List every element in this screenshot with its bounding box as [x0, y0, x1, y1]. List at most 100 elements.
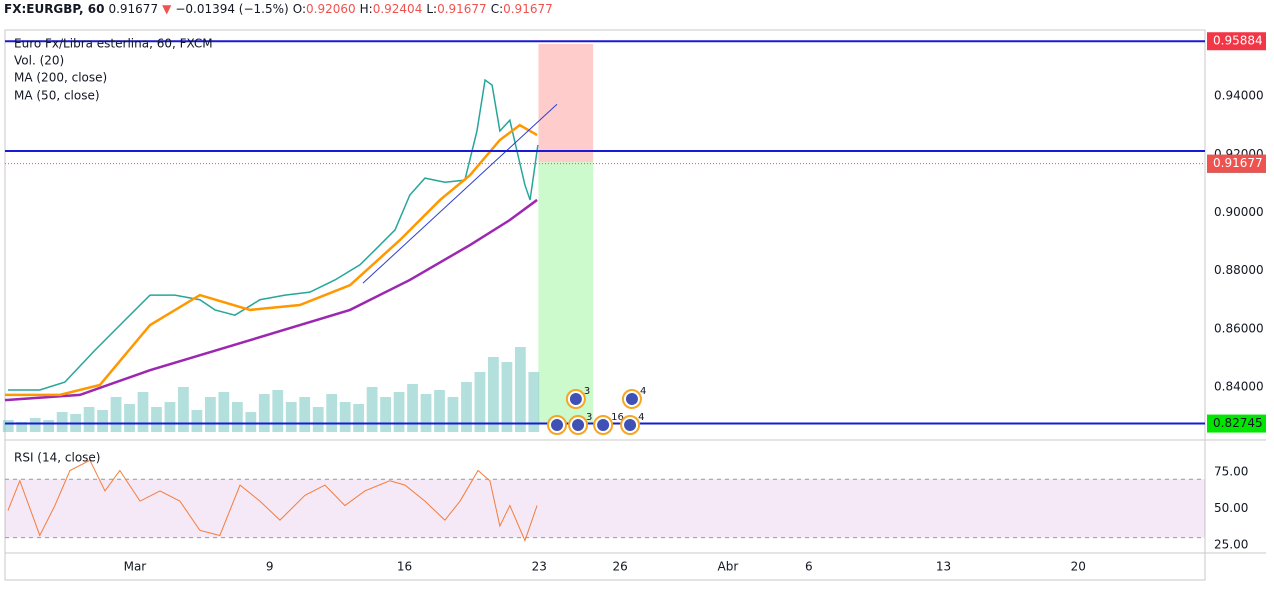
- volume-bar: [474, 372, 486, 432]
- label: O:: [292, 2, 306, 16]
- ma-line: [4, 198, 538, 402]
- volume-bar: [353, 404, 365, 432]
- volume-bar: [312, 407, 324, 432]
- volume-bar: [339, 402, 351, 432]
- volume-bar: [272, 390, 284, 432]
- volume-bar: [420, 394, 432, 432]
- x-tick-label: 23: [532, 560, 547, 574]
- volume-bar: [326, 394, 338, 432]
- volume-bar: [501, 362, 513, 432]
- open: 0.92060: [306, 2, 356, 16]
- close: 0.91677: [503, 2, 553, 16]
- price-marker-label: 0.82745: [1213, 416, 1263, 430]
- volume-bar: [258, 394, 270, 432]
- legend-label: RSI (14, close): [14, 451, 100, 465]
- label: L:: [426, 2, 438, 16]
- volume-bar: [407, 384, 418, 432]
- event-count: 3: [584, 386, 590, 397]
- x-tick-label: 26: [612, 560, 627, 574]
- price-marker-label: 0.91677: [1213, 156, 1263, 170]
- rsi-tick-label: 75.00: [1214, 464, 1248, 478]
- arrow: ▼: [162, 2, 172, 16]
- volume-bar: [299, 397, 311, 432]
- event-count: 3: [586, 412, 592, 423]
- volume-bar: [137, 392, 149, 432]
- volume-bar: [97, 410, 108, 432]
- trendline: [362, 103, 558, 284]
- volume-bar: [366, 387, 378, 432]
- volume-bar: [514, 347, 526, 432]
- volume-bar: [447, 397, 459, 432]
- legend-label: MA (50, close): [14, 89, 100, 103]
- x-tick-label: 16: [397, 560, 412, 574]
- event-icon-core: [624, 419, 637, 431]
- volume-bar: [528, 372, 540, 432]
- event-count: 4: [640, 386, 646, 397]
- rsi-line: [7, 459, 538, 542]
- y-tick-label: 0.90000: [1214, 205, 1264, 219]
- x-tick-label: 20: [1071, 560, 1086, 574]
- symbol: FX:EURGBP, 60: [4, 2, 105, 16]
- volume-bar: [124, 404, 135, 432]
- volume-bar: [434, 390, 445, 432]
- price-marker: [1207, 414, 1266, 433]
- last-price: 0.91677: [108, 2, 159, 16]
- volume-bar: [191, 410, 203, 432]
- event-count: 16: [611, 412, 624, 423]
- rsi-tick-label: 25.00: [1214, 537, 1248, 551]
- y-tick-label: 0.86000: [1214, 321, 1264, 335]
- price-line: [7, 78, 539, 391]
- volume-bar: [488, 357, 499, 432]
- low: 0.91677: [437, 2, 487, 16]
- position-stop: [538, 43, 594, 163]
- volume-bar: [461, 382, 472, 432]
- volume-bar: [56, 412, 68, 432]
- legend-label: Euro Fx/Libra esterlina, 60, FXCM: [14, 37, 213, 51]
- y-tick-label: 0.84000: [1214, 380, 1264, 394]
- volume-bar: [151, 407, 162, 432]
- rsi-band: [5, 479, 1205, 538]
- volume-bar: [218, 392, 230, 432]
- event-icon-core: [569, 393, 582, 405]
- header: FX:EURGBP, 60 0.91677 ▼ −0.01394 (−1.5%)…: [4, 2, 553, 16]
- y-tick-label: 0.94000: [1214, 89, 1264, 103]
- event-icon-core: [597, 419, 610, 431]
- change: −0.01394 (−1.5%): [175, 2, 289, 16]
- price-marker: [1207, 32, 1266, 51]
- legend-label: MA (200, close): [14, 71, 107, 85]
- x-tick-label: 9: [266, 560, 274, 574]
- x-tick-label: Mar: [124, 560, 147, 574]
- ma-line: [5, 123, 538, 397]
- event-icon-core: [572, 419, 585, 431]
- position-target: [538, 162, 594, 424]
- event-icon-core: [625, 393, 638, 405]
- x-tick-label: 6: [805, 560, 813, 574]
- volume-bar: [164, 402, 176, 432]
- event-icon-core: [551, 419, 564, 431]
- volume-bar: [380, 397, 391, 432]
- price-marker: [1207, 154, 1266, 173]
- volume-bar: [43, 420, 55, 432]
- volume-bar: [16, 422, 28, 432]
- high: 0.92404: [372, 2, 423, 16]
- x-tick-label: Abr: [718, 560, 739, 574]
- volume-bar: [83, 407, 95, 432]
- rsi-tick-label: 50.00: [1214, 501, 1248, 515]
- volume-bar: [231, 402, 243, 432]
- volume-bar: [245, 412, 257, 432]
- volume-bar: [29, 418, 41, 432]
- legend-label: Vol. (20): [14, 54, 64, 68]
- volume-bar: [2, 420, 14, 432]
- volume-bar: [205, 397, 216, 432]
- label: H:: [359, 2, 373, 16]
- volume-bar: [393, 392, 405, 432]
- volume-bar: [110, 397, 122, 432]
- x-tick-label: 13: [936, 560, 951, 574]
- event-count: 4: [638, 412, 644, 423]
- volume-bar: [285, 402, 297, 432]
- price-marker-label: 0.95884: [1213, 34, 1263, 48]
- y-tick-label: 0.88000: [1214, 263, 1264, 277]
- label: C:: [490, 2, 504, 16]
